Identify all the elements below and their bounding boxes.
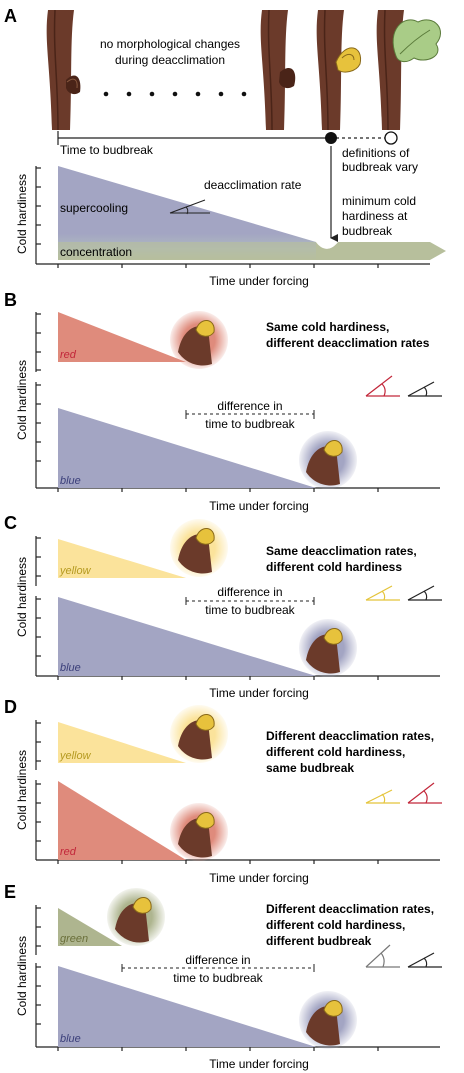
y-axis-label: Cold hardiness: [15, 174, 29, 254]
panel-letter: B: [4, 290, 17, 310]
deacclimation-rate-label: deacclimation rate: [204, 178, 302, 192]
yellow-bud-circle: [170, 705, 228, 763]
panel-title-line2: different cold hardiness: [266, 560, 402, 574]
blue-bud-circle: [299, 991, 357, 1049]
definitions-vary-line1: definitions of: [342, 146, 410, 160]
top-series-label: yellow: [59, 750, 92, 762]
minimum-hardiness-line2: hardiness at: [342, 209, 408, 223]
panel-title-line2: different deacclimation rates: [266, 336, 430, 350]
x-axis-label: Time under forcing: [209, 274, 309, 288]
no-change-text-line2: during deacclimation: [115, 53, 225, 67]
time-to-budbreak-label: Time to budbreak: [60, 143, 154, 157]
angle-icon: [169, 199, 210, 215]
bottom-series-label: red: [60, 846, 77, 858]
panel-b: B Cold hardiness Time under forcing red …: [4, 290, 442, 513]
panel-title-line3: same budbreak: [266, 761, 354, 775]
yellow-deacclimation-triangle: [58, 539, 186, 578]
budbreak-leaf-twig: [376, 9, 441, 131]
y-axis-label: Cold hardiness: [15, 360, 29, 440]
minimum-hardiness-line3: budbreak: [342, 224, 393, 238]
dormant-bud-twig: [46, 9, 81, 131]
dotted-ellipsis: [103, 91, 247, 97]
difference-label-line1: difference in: [217, 399, 282, 413]
panel-e: E Cold hardiness Time under forcing gree…: [4, 882, 442, 1071]
difference-label-line2: time to budbreak: [205, 417, 295, 431]
red-angle-icon: [365, 375, 400, 397]
bottom-series-label: blue: [60, 662, 81, 674]
difference-label-line2: time to budbreak: [205, 603, 295, 617]
black-angle-icon: [407, 381, 442, 397]
panel-c: C Cold hardiness Time under forcing yell…: [4, 513, 442, 700]
panel-letter: C: [4, 513, 17, 533]
top-series-label: yellow: [59, 565, 92, 577]
minimum-hardiness-band: [316, 242, 446, 260]
blue-deacclimation-triangle: [58, 408, 316, 488]
panel-title-line1: Different deacclimation rates,: [266, 729, 434, 743]
panel-letter: D: [4, 697, 17, 717]
y-axis-label: Cold hardiness: [15, 936, 29, 1016]
no-change-text-line1: no morphological changes: [100, 37, 240, 51]
panel-title-line1: Same deacclimation rates,: [266, 544, 417, 558]
panel-title-line1: Different deacclimation rates,: [266, 902, 434, 916]
minimum-hardiness-line1: minimum cold: [342, 194, 416, 208]
red-deacclimation-triangle: [58, 781, 186, 860]
blue-bud-circle: [299, 619, 357, 677]
x-axis-label: Time under forcing: [209, 871, 309, 885]
x-axis-label: Time under forcing: [209, 686, 309, 700]
dormant-bud-twig: [260, 9, 296, 131]
definitions-vary-line2: budbreak vary: [342, 160, 418, 174]
red-deacclimation-triangle: [58, 312, 186, 362]
top-series-label: green: [60, 933, 88, 945]
bottom-series-label: blue: [60, 1033, 81, 1045]
y-axis-label: Cold hardiness: [15, 557, 29, 637]
concentration-label: concentration: [60, 245, 132, 259]
black-angle-icon: [407, 952, 442, 968]
panel-title-line2: different cold hardiness,: [266, 745, 405, 759]
panel-d: D Cold hardiness Time under forcing yell…: [4, 697, 442, 885]
black-angle-icon: [407, 585, 442, 601]
yellow-angle-icon: [365, 789, 400, 804]
yellow-bud-circle: [170, 519, 228, 577]
panel-title-line3: different budbreak: [266, 934, 372, 948]
difference-label-line1: difference in: [217, 585, 282, 599]
blue-deacclimation-triangle: [58, 966, 316, 1047]
difference-label-line1: difference in: [185, 953, 250, 967]
blue-bud-circle: [299, 431, 357, 489]
red-bud-circle: [170, 311, 228, 369]
y-axis-label: Cold hardiness: [15, 750, 29, 830]
bottom-series-label: blue: [60, 475, 81, 487]
supercooling-label: supercooling: [60, 201, 128, 215]
top-series-label: red: [60, 349, 77, 361]
panel-letter: A: [4, 6, 17, 26]
budbreak-point-open: [384, 131, 398, 145]
panel-title-line1: Same cold hardiness,: [266, 320, 389, 334]
yellow-angle-icon: [365, 585, 400, 601]
panel-a: A no morphological changes during deaccl…: [4, 6, 446, 288]
red-angle-icon: [407, 782, 442, 804]
x-axis-label: Time under forcing: [209, 499, 309, 513]
swelling-bud-twig: [316, 9, 362, 131]
red-bud-circle: [170, 803, 228, 861]
difference-label-line2: time to budbreak: [173, 971, 263, 985]
yellow-deacclimation-triangle: [58, 722, 186, 763]
panel-title-line2: different cold hardiness,: [266, 918, 405, 932]
budbreak-point-filled: [325, 132, 337, 144]
panel-letter: E: [4, 882, 16, 902]
x-axis-label: Time under forcing: [209, 1057, 309, 1071]
green-deacclimation-triangle: [58, 908, 122, 946]
green-bud-circle: [107, 888, 165, 946]
blue-deacclimation-triangle: [58, 597, 316, 676]
grey-angle-icon: [365, 944, 400, 968]
